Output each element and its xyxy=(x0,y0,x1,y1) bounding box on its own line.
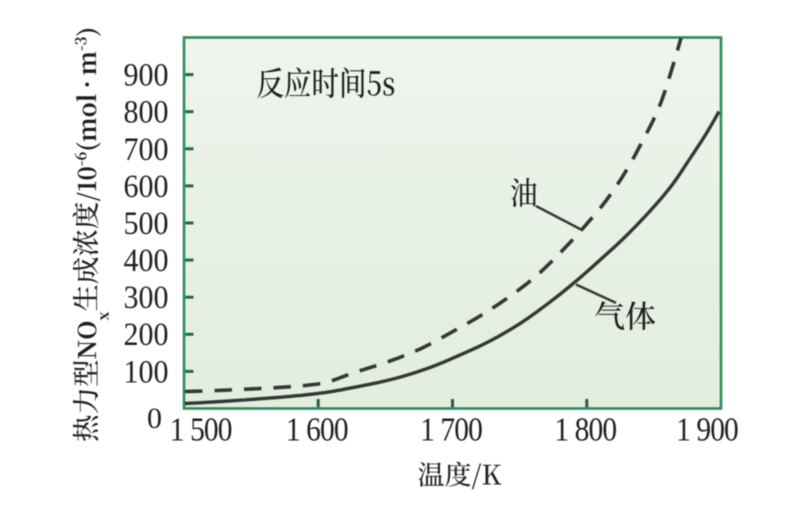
svg-text:1 800: 1 800 xyxy=(554,411,616,448)
svg-text:100: 100 xyxy=(124,353,169,390)
svg-text:500: 500 xyxy=(124,205,169,242)
svg-text:1 700: 1 700 xyxy=(420,411,482,448)
svg-text:600: 600 xyxy=(124,167,169,204)
svg-text:200: 200 xyxy=(124,316,169,353)
svg-text:800: 800 xyxy=(124,93,169,130)
svg-text:900: 900 xyxy=(124,56,169,93)
svg-text:300: 300 xyxy=(124,279,169,316)
svg-text:700: 700 xyxy=(124,130,169,167)
svg-text:1 600: 1 600 xyxy=(286,411,348,448)
svg-text:1 900: 1 900 xyxy=(676,411,738,448)
svg-text:0: 0 xyxy=(147,402,162,435)
svg-text:1 500: 1 500 xyxy=(170,411,232,448)
svg-text:400: 400 xyxy=(124,242,169,279)
